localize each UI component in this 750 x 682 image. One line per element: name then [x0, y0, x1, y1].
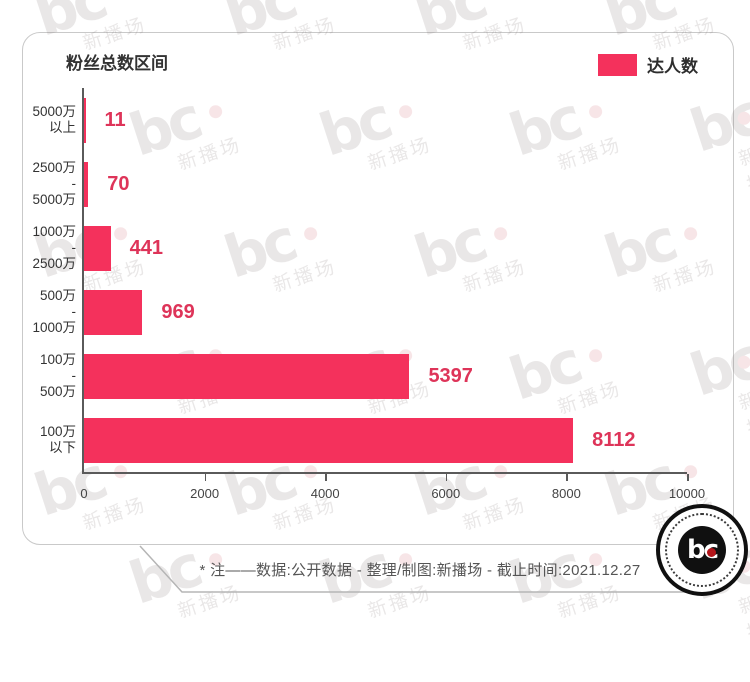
plot-wrap: 5000万 以上 2500万 -5000万 1000万 -2500万 500万 -1000万 1… — [22, 88, 734, 501]
y-axis-label: 500万 -1000万 — [32, 287, 76, 336]
y-axis-label: 5000万 以上 — [32, 103, 76, 135]
bar-row: 5397 — [84, 344, 687, 408]
bar-value-label: 969 — [161, 300, 195, 323]
bar-value-label: 11 — [104, 108, 126, 131]
x-tick — [687, 474, 689, 481]
bar — [84, 289, 143, 335]
bar-value-label: 441 — [129, 236, 163, 259]
bar-row: 441 — [84, 216, 687, 280]
plot-area: 11 70 441 969 5397 8112 0 2000 4000 6000 8000 10000 — [80, 88, 705, 501]
legend-label: 达人数 — [647, 57, 698, 76]
y-axis-labels: 5000万 以上 2500万 -5000万 1000万 -2500万 500万 -1000万 1… — [22, 88, 76, 472]
x-tick — [566, 474, 568, 481]
x-tick-label: 0 — [80, 486, 88, 501]
legend-swatch — [598, 53, 637, 76]
bar-row: 11 — [84, 88, 687, 152]
bar-row: 8112 — [84, 408, 687, 472]
badge-dotted-ring — [665, 513, 739, 587]
bar — [84, 97, 86, 143]
x-tick-label: 10000 — [668, 486, 706, 501]
x-tick-label: 8000 — [551, 486, 581, 501]
x-tick-label: 6000 — [431, 486, 461, 501]
legend: 达人数 — [598, 52, 698, 77]
y-axis-label: 100万 以下 — [39, 423, 76, 455]
bar-value-label: 70 — [107, 172, 130, 195]
y-axis-label: 100万 -500万 — [39, 351, 76, 400]
bar — [84, 161, 89, 207]
x-tick — [445, 474, 448, 481]
bar — [84, 353, 410, 399]
bar — [84, 417, 574, 463]
bc-logo-red-dot — [707, 548, 716, 557]
bar-row: 70 — [84, 152, 687, 216]
y-axis-label: 2500万 -5000万 — [32, 159, 76, 208]
footer-ribbon-outline — [139, 545, 688, 593]
bar-value-label: 5397 — [428, 364, 473, 387]
chart-title: 粉丝总数区间 — [66, 54, 168, 73]
x-tick — [325, 474, 327, 481]
bar-row: 969 — [84, 280, 687, 344]
bar — [84, 225, 111, 271]
footer-note: * 注——数据:公开数据 - 整理/制图:新播场 - 截止时间:2021.12.… — [199, 561, 641, 579]
x-tick-label: 4000 — [310, 486, 340, 501]
bc-logo-icon: bc — [678, 526, 726, 574]
y-axis-label: 1000万 -2500万 — [32, 223, 76, 272]
x-tick-label: 2000 — [190, 486, 220, 501]
x-tick — [204, 474, 207, 481]
bar-value-label: 8112 — [592, 428, 636, 451]
brand-logo-badge: bc — [656, 504, 748, 596]
infographic: bc新播场bc新播场bc新播场bc新播场bc新播场bc新播场bc新播场bc新播场… — [0, 0, 750, 606]
chart-card: 粉丝总数区间 达人数 5000万 以上 2500万 -5000万 1000万 -2500万… — [22, 32, 734, 545]
